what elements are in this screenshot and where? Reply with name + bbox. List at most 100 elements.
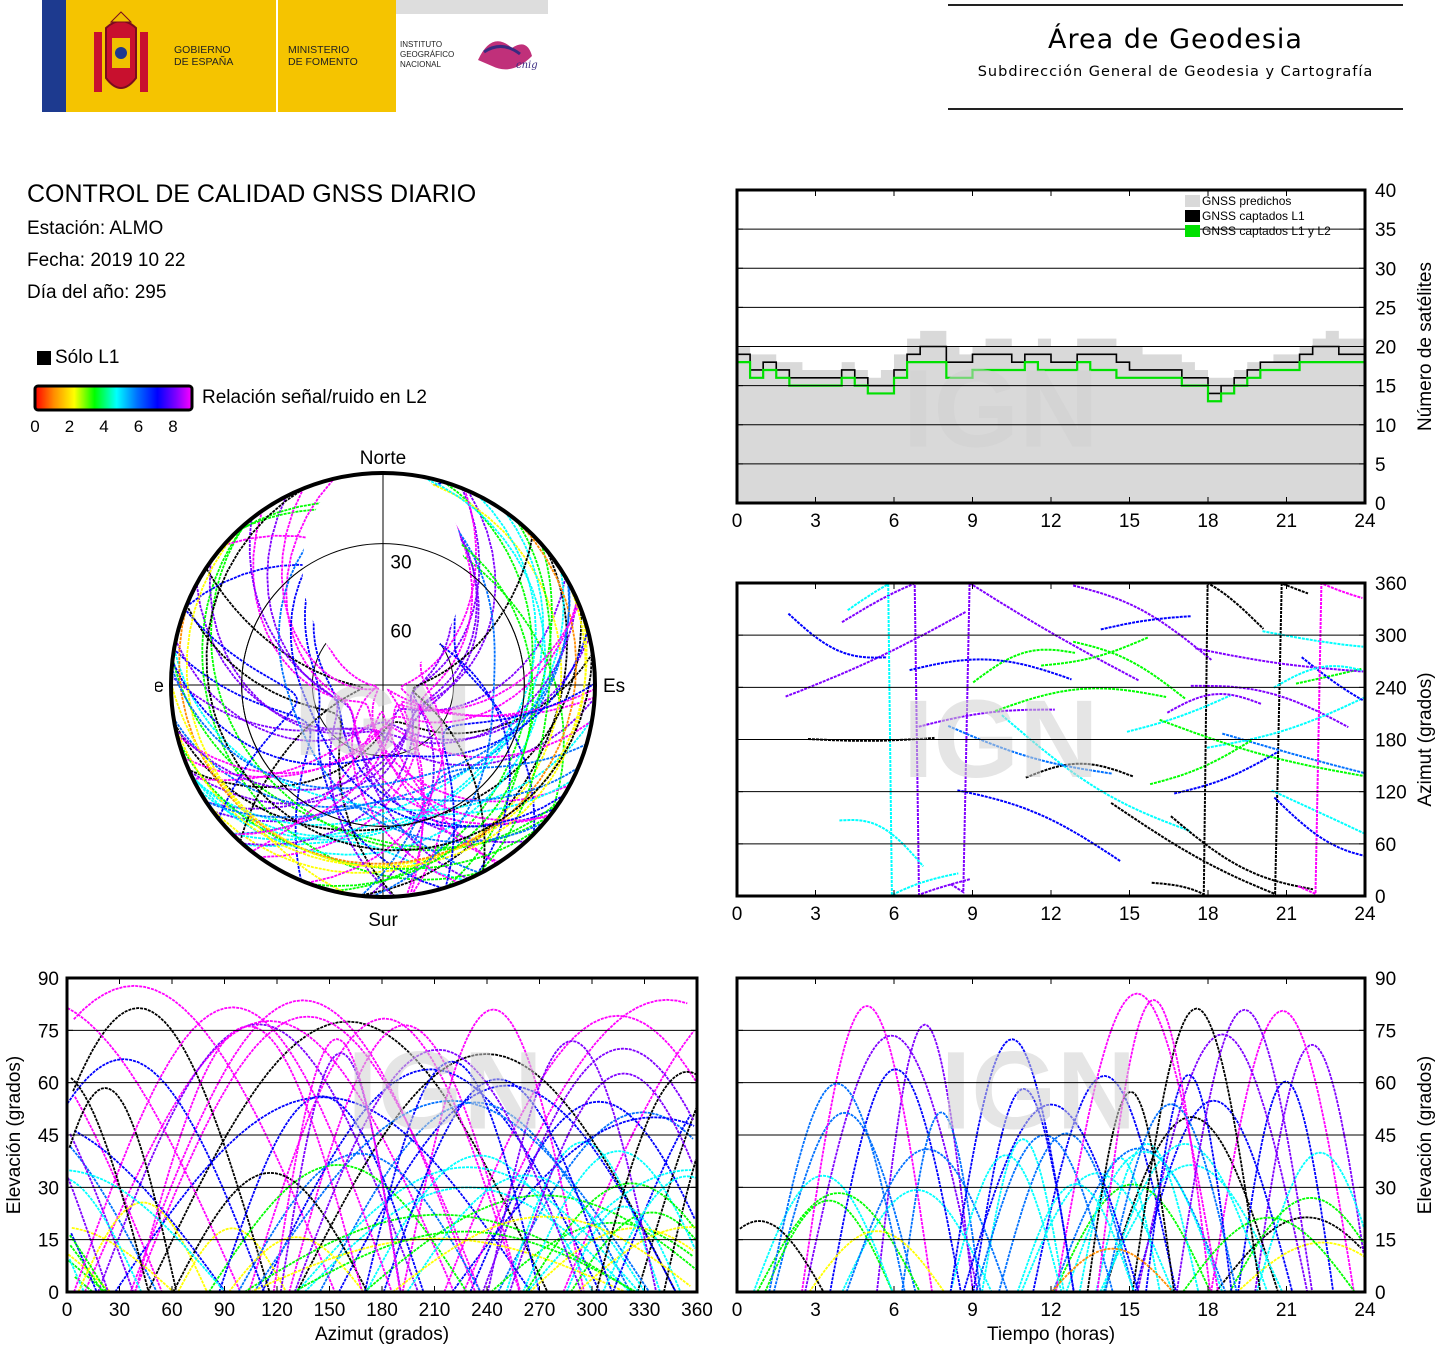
satellite-track (170, 675, 469, 880)
satellite-track (442, 682, 596, 888)
satellite-track (173, 608, 583, 832)
x-axis-label: Azimut (grados) (315, 1324, 449, 1345)
y-tick-label: 10 (1375, 416, 1396, 437)
y-tick-label: 5 (1375, 455, 1386, 476)
satellite-track (1127, 695, 1231, 732)
satellite-track (1171, 816, 1313, 889)
satellite-track (401, 1008, 585, 1293)
ministerio-label: MINISTERIO DE FOMENTO (288, 44, 358, 68)
satellite-track (962, 1103, 1140, 1293)
satellite-track (981, 1138, 1065, 1293)
satellite-track (133, 1015, 481, 1293)
satellite-track (1101, 616, 1191, 629)
x-tick-label: 60 (161, 1300, 182, 1321)
x-tick-label: 24 (1354, 904, 1376, 925)
x-tick-label: 12 (1040, 1300, 1061, 1321)
satellite-track (296, 1053, 677, 1293)
y-tick-label: 35 (1375, 220, 1396, 241)
satellite-track (910, 659, 1072, 679)
y-tick-label: 180 (1375, 731, 1407, 752)
satellite-track (232, 603, 580, 836)
x-tick-label: 3 (810, 1300, 821, 1321)
only-l1-label: Sólo L1 (55, 347, 120, 368)
x-tick-label: 21 (1276, 1300, 1297, 1321)
satellite-track (72, 1007, 698, 1293)
y-tick-label: 40 (1375, 181, 1396, 202)
east-label: Este (603, 676, 625, 697)
satellite-track (764, 1199, 894, 1293)
satellite-track (412, 534, 534, 872)
doy-label: Día del año: 295 (27, 282, 167, 303)
satellite-track (230, 779, 573, 841)
y-tick-label: 30 (1375, 259, 1396, 280)
satellite-track (208, 1163, 468, 1293)
snr-tick-label: 0 (30, 417, 39, 436)
y-tick-label: 15 (1375, 1231, 1396, 1252)
x-tick-label: 270 (524, 1300, 556, 1321)
satellite-track (842, 584, 970, 895)
satellite-track (876, 1023, 974, 1293)
satellite-track (176, 600, 579, 775)
x-tick-label: 18 (1197, 904, 1218, 925)
satellite-track (829, 1068, 962, 1293)
satellite-track (170, 583, 571, 790)
satellite-track (1052, 1147, 1227, 1293)
y-tick-label: 45 (1375, 1126, 1396, 1147)
satellite-track (1136, 1033, 1309, 1293)
satellite-track (293, 1230, 637, 1293)
plot-border (735, 188, 1367, 505)
satellite-track (1160, 720, 1364, 776)
satellite-track (67, 1072, 694, 1293)
satellite-track (839, 820, 923, 866)
satellite-track (259, 475, 474, 858)
satellite-track (174, 636, 591, 742)
area-title: Área de Geodesia (1048, 24, 1303, 55)
x-tick-label: 15 (1119, 1300, 1140, 1321)
satellite-track (1182, 1216, 1356, 1293)
satellite-track (66, 1058, 692, 1293)
ign-watermark: IGN (294, 665, 472, 777)
satellite-track (446, 543, 553, 888)
satellite-track (296, 1166, 640, 1293)
y-tick-label: 60 (1375, 1074, 1396, 1095)
y-tick-label: 15 (38, 1231, 59, 1252)
x-tick-label: 9 (967, 511, 978, 532)
satellite-track (1274, 798, 1364, 856)
satellite-track (74, 1194, 697, 1293)
satellite-track (293, 1048, 583, 1293)
satellite-track (901, 1111, 982, 1293)
satellite-track (319, 1101, 632, 1293)
y-tick-label: 75 (1375, 1021, 1396, 1042)
station-label: Estación: ALMO (27, 218, 164, 239)
satellite-track (1096, 999, 1212, 1293)
satellite-track (1016, 1183, 1135, 1293)
satellite-track (177, 1227, 287, 1293)
satellite-track (252, 510, 571, 803)
satellite-track (228, 1236, 365, 1293)
satellite-track (250, 1237, 626, 1293)
satellite-track (845, 1148, 1009, 1293)
x-tick-label: 21 (1276, 511, 1297, 532)
area-subtitle: Subdirección General de Geodesia y Carto… (977, 64, 1374, 80)
x-tick-label: 240 (471, 1300, 503, 1321)
satellite-track (948, 726, 1112, 774)
satellite-track (212, 490, 497, 823)
legend-swatch (1185, 225, 1200, 237)
satellite-track (752, 1174, 894, 1293)
satellite-track (841, 1189, 993, 1293)
horizon-circle (169, 471, 597, 899)
satellite-track (1002, 715, 1190, 831)
x-tick-label: 18 (1197, 1300, 1218, 1321)
satellite-track (788, 614, 887, 658)
satellite-track (73, 1006, 393, 1293)
x-tick-label: 360 (681, 1300, 713, 1321)
x-tick-label: 90 (214, 1300, 235, 1321)
only-l1-legend: Sólo L1 (37, 347, 119, 369)
satellite-track (206, 577, 567, 810)
satellite-track (70, 1070, 697, 1293)
satellite-track (253, 1099, 650, 1293)
satellite-track (951, 583, 1139, 892)
y-tick-label: 0 (1375, 494, 1386, 515)
